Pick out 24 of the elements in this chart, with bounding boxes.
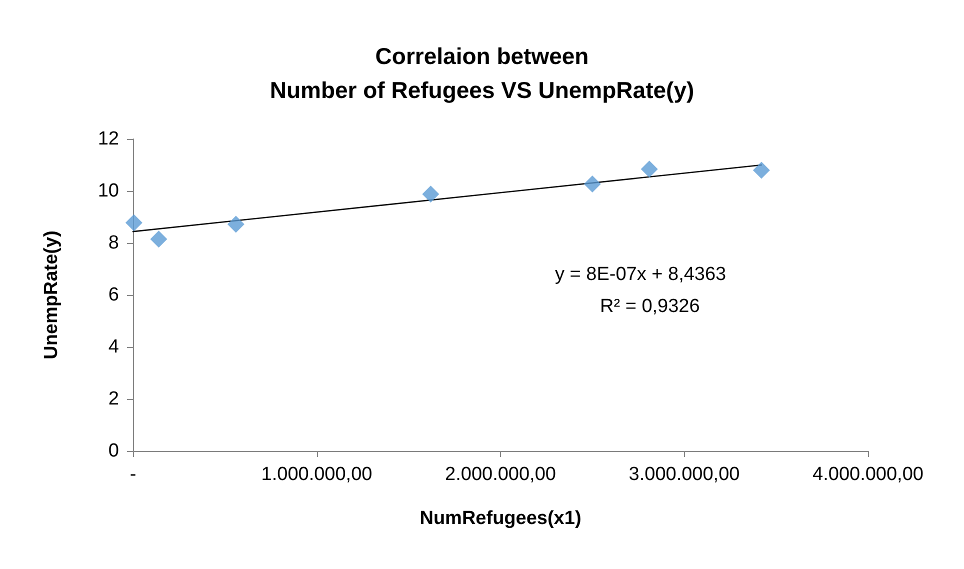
annotation: y = 8E-07x + 8,4363: [555, 264, 726, 285]
y-tick-label: 6: [108, 284, 119, 306]
y-tick-label: 2: [108, 388, 119, 410]
y-tick-label: 12: [98, 128, 119, 150]
y-tick-label: 8: [108, 232, 119, 254]
y-tick-label: 4: [108, 336, 120, 358]
x-axis-title: NumRefugees(x1): [420, 508, 582, 529]
x-tick-label: -: [130, 464, 136, 485]
x-tick-label: 2.000.000,00: [445, 464, 556, 485]
annotation: R² = 0,9326: [600, 296, 700, 317]
point: [584, 175, 601, 192]
y-tick-label: 0: [108, 440, 119, 462]
x-tick-label: 4.000.000,00: [812, 464, 924, 485]
y-axis-title: UnempRate(y): [41, 230, 62, 360]
point: [640, 160, 658, 178]
point: [227, 216, 244, 233]
x-tick-label: 3.000.000,00: [628, 464, 740, 485]
chart-title: Correlaion between Number of Refugees VS UnempRate(y): [270, 43, 694, 103]
point: [752, 162, 770, 179]
point: [422, 186, 440, 203]
point: [125, 214, 142, 232]
point: [150, 230, 168, 248]
x-tick-label: 1.000.000,00: [261, 464, 372, 485]
y-tick-label: 10: [98, 180, 119, 202]
